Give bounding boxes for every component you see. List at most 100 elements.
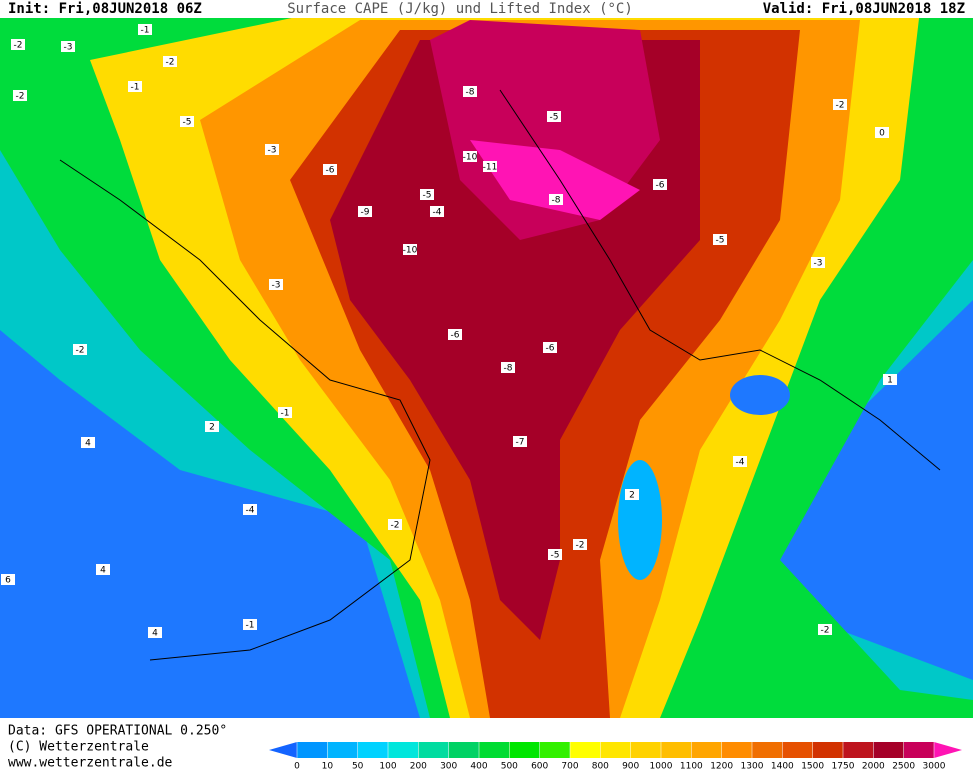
contour-label-box bbox=[547, 111, 561, 122]
colorbar-label: 50 bbox=[352, 762, 364, 770]
contour-label: -6 bbox=[656, 181, 665, 191]
contour-label-box bbox=[13, 90, 27, 101]
contour-label: 4 bbox=[152, 629, 158, 639]
contour-label-box bbox=[549, 194, 563, 205]
colorbar-segment bbox=[570, 742, 601, 758]
contour-label: -8 bbox=[552, 196, 561, 206]
contour-label-box bbox=[243, 504, 257, 515]
contour-label-box bbox=[278, 407, 292, 418]
contour-label-box bbox=[1, 574, 15, 585]
colorbar-segment bbox=[539, 742, 571, 758]
colorbar-label: 1000 bbox=[650, 762, 673, 770]
colorbar-segment bbox=[903, 742, 935, 758]
colorbar-segment bbox=[812, 742, 844, 758]
colorbar-segment bbox=[297, 742, 328, 758]
colorbar-segment bbox=[327, 742, 359, 758]
contour-label-box bbox=[713, 234, 727, 245]
map bbox=[0, 0, 973, 718]
contour-label-box bbox=[243, 619, 257, 630]
contour-label-box bbox=[323, 164, 337, 175]
cape-zone bbox=[470, 140, 640, 220]
contour-label: -3 bbox=[64, 43, 73, 53]
header-bar bbox=[0, 0, 973, 18]
data-source: Data: GFS OPERATIONAL 0.250° bbox=[8, 724, 227, 739]
colorbar-segment bbox=[448, 742, 480, 758]
contour-label: 4 bbox=[85, 439, 91, 449]
contour-label-box bbox=[811, 257, 825, 268]
contour-label: -3 bbox=[272, 281, 281, 291]
contour-label: -2 bbox=[836, 101, 845, 111]
contour-label: -9 bbox=[361, 208, 370, 218]
contour-label-box bbox=[543, 342, 557, 353]
contour-label-box bbox=[448, 329, 462, 340]
title: Surface CAPE (J/kg) und Lifted Index (°C… bbox=[287, 1, 633, 17]
colorbar-label: 100 bbox=[379, 762, 396, 770]
contour-label: -5 bbox=[423, 191, 432, 201]
colorbar-label: 500 bbox=[501, 762, 518, 770]
cape-zone bbox=[730, 375, 790, 415]
contour-label-box bbox=[148, 627, 162, 638]
contour-label: -4 bbox=[736, 458, 745, 468]
colorbar-label: 3000 bbox=[923, 762, 946, 770]
contour-label: -2 bbox=[166, 58, 175, 68]
contour-label-box bbox=[358, 206, 372, 217]
contour-label-box bbox=[81, 437, 95, 448]
contour-label: -10 bbox=[463, 153, 478, 163]
contour-label: -6 bbox=[546, 344, 555, 354]
contour-label-box bbox=[430, 206, 444, 217]
colorbar-segment bbox=[630, 742, 662, 758]
contour-label: -3 bbox=[268, 146, 277, 156]
colorbar-segment bbox=[509, 742, 541, 758]
colorbar-segment bbox=[418, 742, 450, 758]
colorbar-arrow-left bbox=[269, 742, 297, 758]
contour-label: -5 bbox=[550, 113, 559, 123]
contour-label: -1 bbox=[281, 409, 290, 419]
colorbar-label: 2500 bbox=[892, 762, 915, 770]
colorbar-label: 0 bbox=[294, 762, 300, 770]
contour-label: 1 bbox=[887, 376, 893, 386]
contour-label-box bbox=[625, 489, 639, 500]
contour-label-box bbox=[61, 41, 75, 52]
contour-label-box bbox=[548, 549, 562, 560]
url: www.wetterzentrale.de bbox=[8, 756, 173, 770]
contour-label: -1 bbox=[141, 26, 150, 36]
contour-label: -6 bbox=[451, 331, 460, 341]
contour-label-box bbox=[463, 86, 477, 97]
colorbar-label: 10 bbox=[322, 762, 334, 770]
contour-label-box bbox=[180, 116, 194, 127]
contour-label-box bbox=[403, 244, 417, 255]
colorbar-segment bbox=[388, 742, 419, 758]
contour-label: 6 bbox=[5, 576, 11, 586]
colorbar-segment bbox=[873, 742, 905, 758]
colorbar-label: 600 bbox=[531, 762, 548, 770]
contour-label-box bbox=[483, 161, 497, 172]
colorbar-label: 200 bbox=[410, 762, 427, 770]
colorbar-segment bbox=[600, 742, 632, 758]
contour-label-box bbox=[420, 189, 434, 200]
colorbar-label: 300 bbox=[440, 762, 457, 770]
cape-zone bbox=[618, 460, 662, 580]
contour-label-box bbox=[463, 151, 477, 162]
contour-label: -1 bbox=[246, 621, 255, 631]
contour-label-box bbox=[163, 56, 177, 67]
contour-label-box bbox=[501, 362, 515, 373]
contour-label: -2 bbox=[76, 346, 85, 356]
contour-label: -3 bbox=[814, 259, 823, 269]
valid-time: Valid: Fri,08JUN2018 18Z bbox=[763, 1, 965, 17]
contour-label: -8 bbox=[466, 88, 475, 98]
contour-label-box bbox=[96, 564, 110, 575]
contour-label: 4 bbox=[100, 566, 106, 576]
colorbar-label: 1200 bbox=[710, 762, 733, 770]
contour-label-box bbox=[73, 344, 87, 355]
colorbar-label: 1100 bbox=[680, 762, 703, 770]
contour-label-box bbox=[733, 456, 747, 467]
contour-label-box bbox=[573, 539, 587, 550]
colorbar-label: 1300 bbox=[741, 762, 764, 770]
colorbar-segment bbox=[752, 742, 783, 758]
contour-label: -5 bbox=[183, 118, 192, 128]
colorbar-arrow-right bbox=[934, 742, 962, 758]
colorbar-label: 400 bbox=[470, 762, 487, 770]
contour-label-box bbox=[205, 421, 219, 432]
coastline bbox=[59, 89, 941, 661]
contour-label: -5 bbox=[551, 551, 560, 561]
